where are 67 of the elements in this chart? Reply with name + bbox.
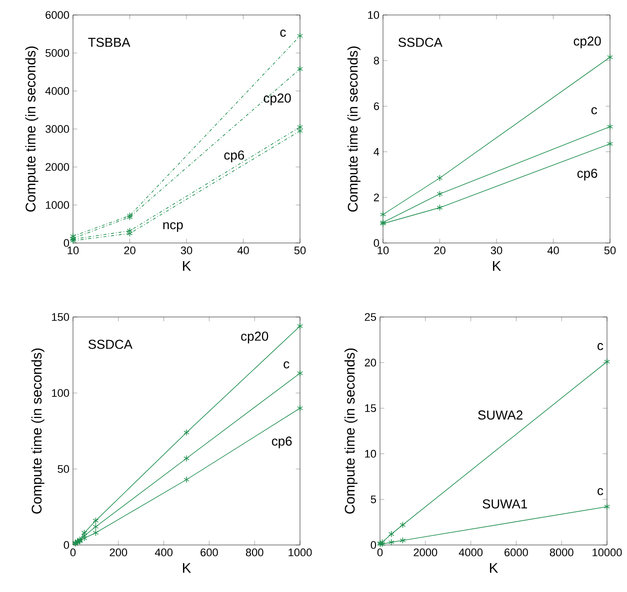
y-tick-label: 50 [58,465,70,473]
y-tick-label: 0 [374,239,380,247]
series-label: SUWA1 [482,499,528,509]
x-tick-label: 600 [200,548,218,556]
series-label: c [284,361,290,368]
y-tick-label: 4 [374,148,380,156]
y-tick-label: 3000 [46,125,70,133]
x-tick-label: 1000 [288,548,312,556]
x-tick-label: 8000 [550,548,574,556]
series-label: c [591,107,598,114]
series-label: ncp [163,222,183,232]
series-label: cp6 [272,436,292,448]
x-tick-label: 50 [294,246,306,254]
y-tick-label: 6 [374,102,380,110]
y-tick-label: 10 [368,11,380,19]
annotation: c [598,343,604,350]
x-tick-label: 30 [490,246,502,254]
y-tick-label: 10 [365,450,376,458]
x-tick-label: 6000 [504,548,528,556]
x-tick-label: 4000 [458,548,483,556]
text: TSBBA [88,38,130,47]
y-tick-label: 150 [52,313,70,321]
y-tick-label: 6000 [46,11,70,19]
y-tick-label: 4000 [45,87,70,95]
y-tick-label: 0 [370,541,376,549]
series-label: cp20 [574,36,601,48]
series-label: cp6 [577,168,598,180]
x-axis-title: K [182,261,192,271]
series-label: cp20 [241,332,268,344]
series-label: cp6 [224,150,244,162]
y-axis-title: Compute time (in seconds) [347,46,360,212]
annotation: c [598,488,604,496]
y-tick-label: 5 [370,496,376,504]
text: SSDCA [398,38,442,47]
y-tick-label: 0 [64,541,70,549]
y-tick-label: 8 [374,56,380,64]
text: SSDCA [88,340,132,349]
y-tick-label: 100 [52,389,70,397]
x-tick-label: 400 [154,548,173,556]
y-tick-label: 25 [364,313,376,321]
series-label: cp20 [264,93,291,106]
series-label: c [280,30,286,37]
x-tick-label: 0 [70,548,76,556]
y-tick-label: 0 [64,239,70,247]
x-tick-label: 200 [110,548,128,556]
y-axis-title: Compute time (in seconds) [31,348,44,514]
y-tick-label: 1000 [46,201,70,209]
y-tick-label: 20 [364,358,376,366]
y-tick-label: 2 [374,194,379,202]
x-tick-label: 40 [237,246,249,254]
x-axis-title: K [492,261,502,271]
y-tick-label: 15 [365,404,376,412]
x-tick-label: 20 [124,246,136,254]
x-tick-label: 800 [246,548,264,556]
x-axis-title: K [182,563,192,573]
x-tick-label: 10000 [592,548,622,556]
x-axis-title: K [490,563,498,573]
y-axis-title: Compute time (in seconds) [25,46,38,212]
x-tick-label: 30 [180,246,192,254]
series-label: SUWA2 [478,410,522,420]
x-tick-label: 2000 [414,548,438,556]
x-tick-label: 40 [547,246,559,254]
x-tick-label: 20 [434,246,446,254]
y-tick-label: 2000 [46,163,70,171]
y-axis-title: Compute time (in seconds) [344,348,358,514]
x-tick-label: 50 [604,246,616,254]
y-tick-label: 5000 [46,49,70,57]
